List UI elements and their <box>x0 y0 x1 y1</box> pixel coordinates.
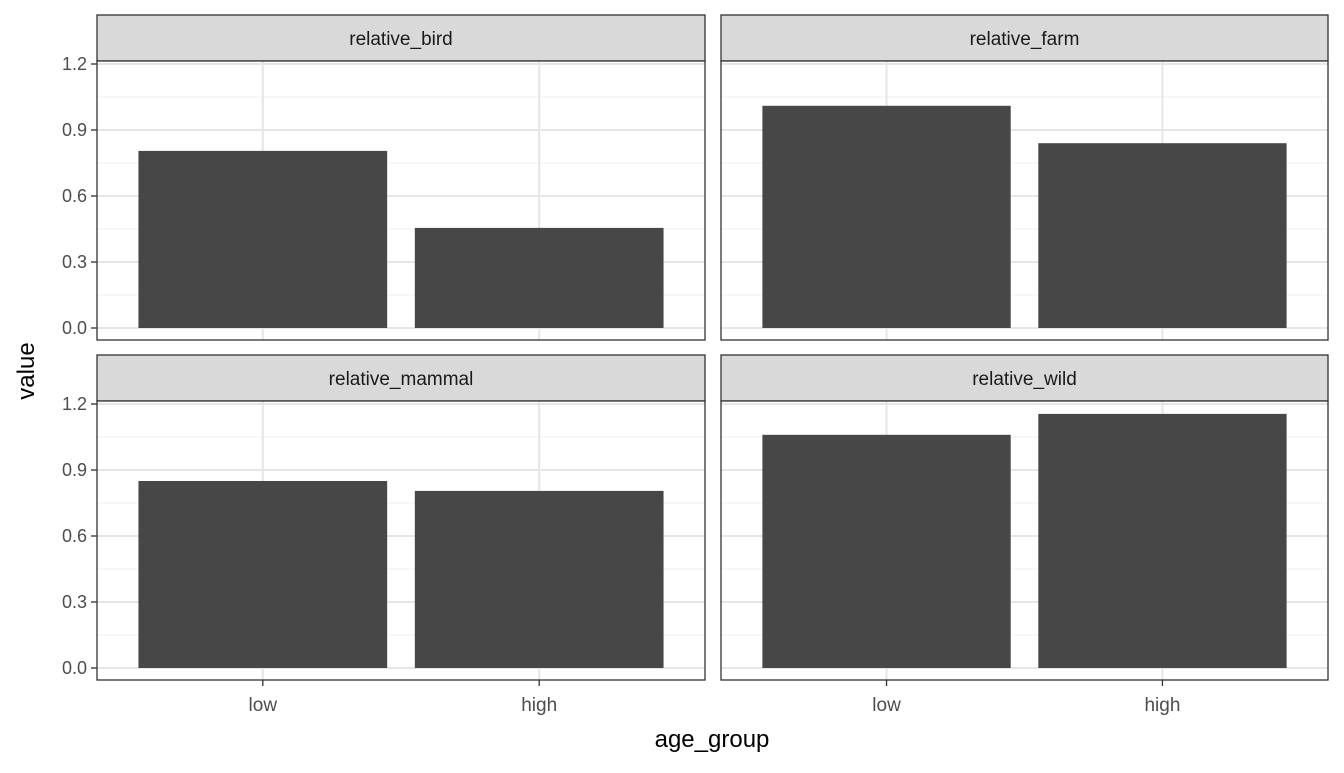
facet-strip-label: relative_mammal <box>329 369 474 390</box>
x-tick-label: low <box>872 695 901 716</box>
facet-strip <box>720 354 1329 402</box>
x-tick-label: high <box>1144 695 1180 716</box>
facet-panel: relative_mammal 0.0 0.3 0.6 0.9 1.2 low high <box>62 354 706 716</box>
facet-panel: relative_bird 0.0 0.3 0.6 0.9 1.2 <box>62 14 706 341</box>
y-tick-label: 0.0 <box>62 318 87 338</box>
y-tick-label: 1.2 <box>62 394 87 414</box>
panel-border <box>96 60 706 341</box>
bar-high <box>414 490 664 668</box>
bar-low <box>138 481 388 668</box>
y-axis-title: value <box>13 342 40 399</box>
panel-border <box>720 400 1329 681</box>
facet-strip-label: relative_wild <box>972 369 1077 390</box>
x-tick-label: low <box>249 695 278 716</box>
y-tick-label: 0.3 <box>62 592 87 612</box>
panel-border <box>96 400 706 681</box>
bar-low <box>762 105 1011 328</box>
facet-strip <box>96 354 706 402</box>
y-tick-label: 0.6 <box>62 526 87 546</box>
y-tick-label: 0.9 <box>62 120 87 140</box>
panel-border <box>720 60 1329 341</box>
bar-high <box>1038 143 1287 328</box>
bar-low <box>762 434 1011 668</box>
x-tick-label: high <box>521 695 557 716</box>
bar-low <box>138 150 388 328</box>
x-axis-title: age_group <box>655 726 770 753</box>
facet-strip <box>96 14 706 62</box>
bar-high <box>1038 413 1287 668</box>
bar-high <box>414 227 664 328</box>
y-tick-label: 0.0 <box>62 658 87 678</box>
y-tick-label: 0.9 <box>62 460 87 480</box>
y-tick-label: 1.2 <box>62 54 87 74</box>
facet-panel: relative_farm <box>720 14 1329 341</box>
y-tick-label: 0.6 <box>62 186 87 206</box>
y-tick-label: 0.3 <box>62 252 87 272</box>
facet-strip-label: relative_bird <box>349 29 453 50</box>
facet-strip-label: relative_farm <box>970 29 1080 50</box>
